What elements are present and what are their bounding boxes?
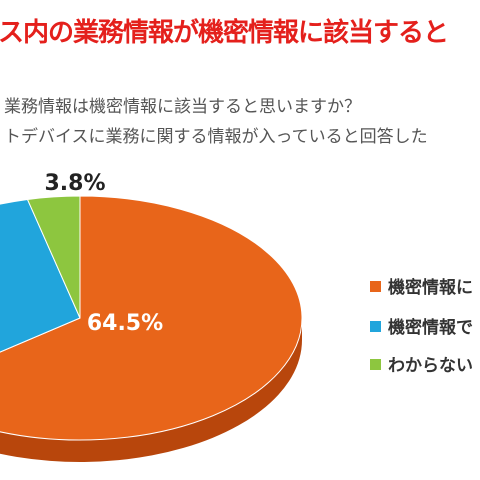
respondent-note-text: トデバイスに業務に関する情報が入っていると回答した xyxy=(4,127,428,146)
legend-item-unknown: わからない xyxy=(366,350,480,376)
legend-swatch-blue xyxy=(370,321,381,332)
legend-swatch-orange xyxy=(370,281,381,292)
legend-label: わからない xyxy=(388,356,473,376)
pie-data-label-0: 64.5% xyxy=(87,311,163,336)
respondent-note-line: トデバイスに業務に関する情報が入っていると回答した xyxy=(0,122,480,146)
legend-label: 機密情報で xyxy=(388,318,473,338)
pie-slice-0 xyxy=(0,195,303,441)
question-text: 業務情報は機密情報に該当すると思いますか？ xyxy=(4,97,361,116)
page-title: ス内の業務情報が機密情報に該当すると xyxy=(0,6,480,50)
legend-label: 機密情報に xyxy=(388,278,473,298)
question-line: 業務情報は機密情報に該当すると思いますか？ xyxy=(0,92,480,116)
legend-item-not-confidential: 機密情報で xyxy=(366,312,480,338)
legend-item-confidential: 機密情報に xyxy=(366,272,480,298)
pie-slice-2 xyxy=(26,195,81,319)
pie-side-wall-0 xyxy=(0,318,302,462)
pie-data-label-2: 3.8% xyxy=(44,171,105,196)
legend-swatch-green xyxy=(370,359,381,370)
pie-slice-1 xyxy=(0,198,81,353)
title-text: ス内の業務情報が機密情報に該当すると xyxy=(0,18,449,48)
